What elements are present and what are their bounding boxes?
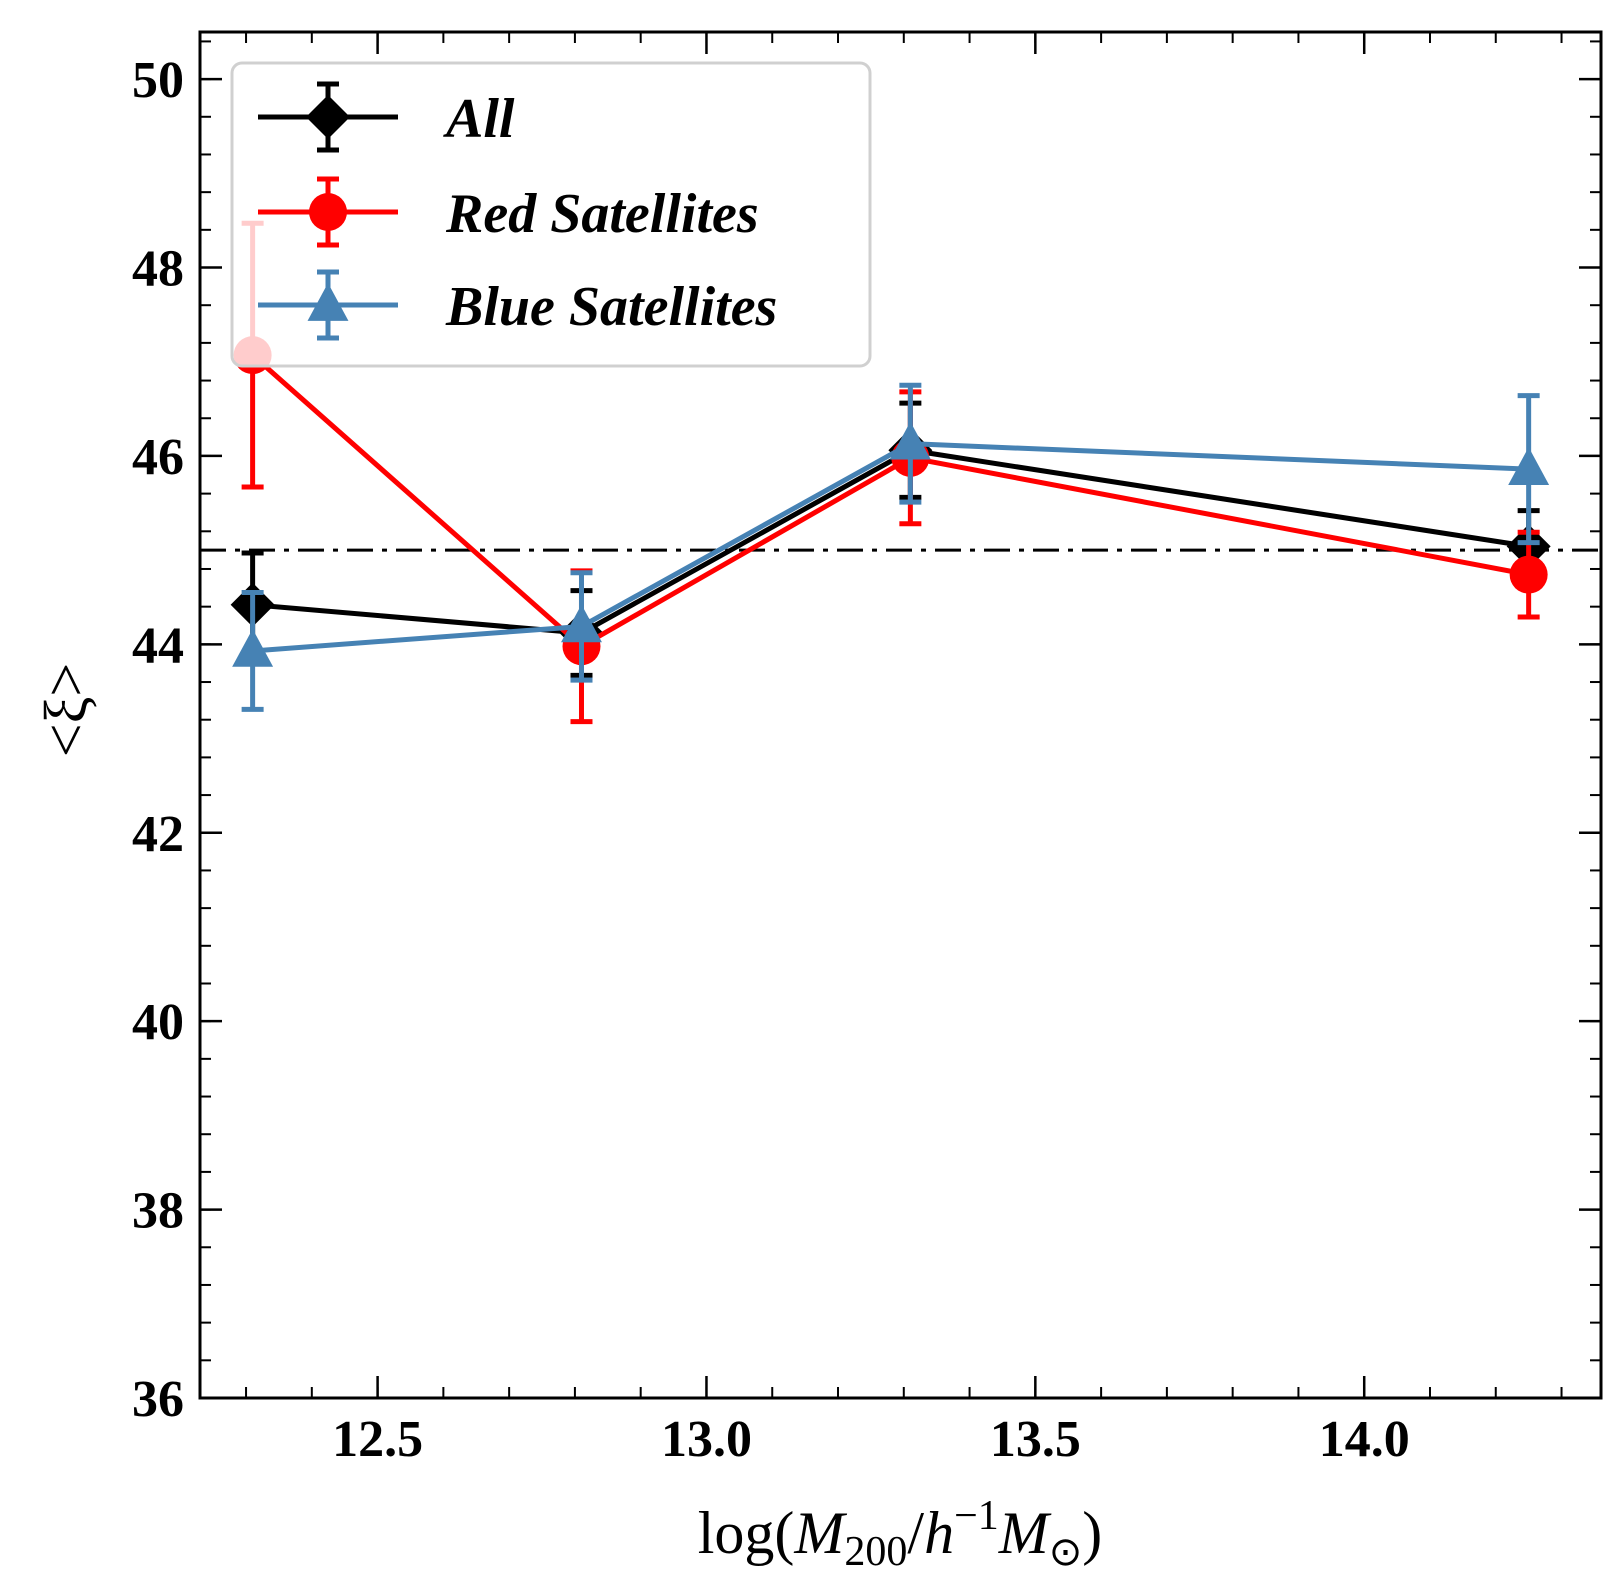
x-tick-label: 12.5 bbox=[332, 1411, 423, 1468]
legend-entry-0: All bbox=[258, 81, 515, 153]
y-tick-label: 36 bbox=[132, 1371, 184, 1428]
legend: All Red Satellites Blue Satellites bbox=[230, 61, 872, 368]
legend-entry-1: Red Satellites bbox=[258, 176, 759, 248]
x-tick-label: 13.5 bbox=[990, 1411, 1081, 1468]
series-line bbox=[250, 353, 1530, 649]
x-axis-label: log(M200/h−1M⊙) bbox=[698, 1493, 1102, 1575]
legend-label: Blue Satellites bbox=[445, 276, 777, 338]
legend-marker bbox=[307, 283, 349, 321]
legend-frame bbox=[230, 61, 872, 368]
data-point bbox=[561, 604, 602, 643]
legend-marker bbox=[309, 193, 347, 231]
x-tick-label: 14.0 bbox=[1319, 1411, 1410, 1468]
data-point bbox=[1509, 555, 1548, 594]
tick-labels: 12.5 13.0 13.5 14.0 36 38 40 42 44 46 48 50 bbox=[132, 52, 1410, 1468]
x-tick-label: 13.0 bbox=[661, 1411, 752, 1468]
y-tick-label: 46 bbox=[132, 429, 184, 486]
y-tick-label: 40 bbox=[132, 994, 184, 1051]
y-tick-label: 38 bbox=[132, 1183, 184, 1240]
series-line bbox=[252, 447, 1530, 636]
legend-label: All bbox=[443, 88, 515, 150]
y-axis-label: <ξ> bbox=[33, 663, 99, 757]
data-point bbox=[232, 628, 274, 667]
y-tick-label: 44 bbox=[132, 617, 184, 674]
legend-label: Red Satellites bbox=[445, 183, 759, 245]
legend-marker bbox=[306, 95, 350, 139]
series-2 bbox=[232, 382, 1550, 712]
plot-frame bbox=[198, 30, 1603, 1400]
y-tick-label: 50 bbox=[132, 52, 184, 109]
y-tick-label: 48 bbox=[132, 241, 184, 298]
major-ticks bbox=[200, 32, 1601, 1400]
data-point bbox=[889, 421, 931, 460]
series-line bbox=[252, 441, 1529, 654]
data-point bbox=[1508, 447, 1550, 485]
series-layer bbox=[230, 220, 1551, 725]
legend-entry-2: Blue Satellites bbox=[258, 269, 777, 341]
y-tick-label: 42 bbox=[132, 806, 184, 863]
